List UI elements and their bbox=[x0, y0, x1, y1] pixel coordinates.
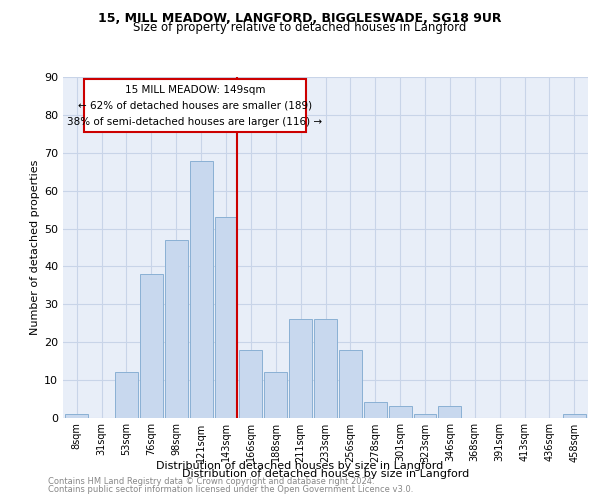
Text: Distribution of detached houses by size in Langford: Distribution of detached houses by size … bbox=[157, 461, 443, 471]
Bar bbox=[439, 406, 461, 417]
Bar bbox=[190, 160, 212, 418]
Bar bbox=[389, 406, 412, 417]
Bar bbox=[165, 240, 188, 418]
Bar bbox=[65, 414, 88, 418]
FancyBboxPatch shape bbox=[84, 80, 305, 132]
Text: ← 62% of detached houses are smaller (189): ← 62% of detached houses are smaller (18… bbox=[78, 101, 312, 111]
X-axis label: Distribution of detached houses by size in Langford: Distribution of detached houses by size … bbox=[182, 468, 469, 478]
Text: 15 MILL MEADOW: 149sqm: 15 MILL MEADOW: 149sqm bbox=[125, 84, 265, 94]
Bar bbox=[563, 414, 586, 418]
Text: Size of property relative to detached houses in Langford: Size of property relative to detached ho… bbox=[133, 22, 467, 35]
Bar bbox=[115, 372, 138, 418]
Bar bbox=[239, 350, 262, 418]
Bar bbox=[140, 274, 163, 418]
Text: Contains HM Land Registry data © Crown copyright and database right 2024.: Contains HM Land Registry data © Crown c… bbox=[48, 476, 374, 486]
Bar bbox=[364, 402, 387, 417]
Text: 15, MILL MEADOW, LANGFORD, BIGGLESWADE, SG18 9UR: 15, MILL MEADOW, LANGFORD, BIGGLESWADE, … bbox=[98, 12, 502, 26]
Bar bbox=[339, 350, 362, 418]
Bar bbox=[314, 320, 337, 418]
Bar bbox=[264, 372, 287, 418]
Text: 38% of semi-detached houses are larger (116) →: 38% of semi-detached houses are larger (… bbox=[67, 117, 322, 127]
Bar bbox=[289, 320, 312, 418]
Text: Contains public sector information licensed under the Open Government Licence v3: Contains public sector information licen… bbox=[48, 486, 413, 494]
Bar bbox=[413, 414, 436, 418]
Bar bbox=[215, 218, 238, 418]
Y-axis label: Number of detached properties: Number of detached properties bbox=[30, 160, 40, 335]
